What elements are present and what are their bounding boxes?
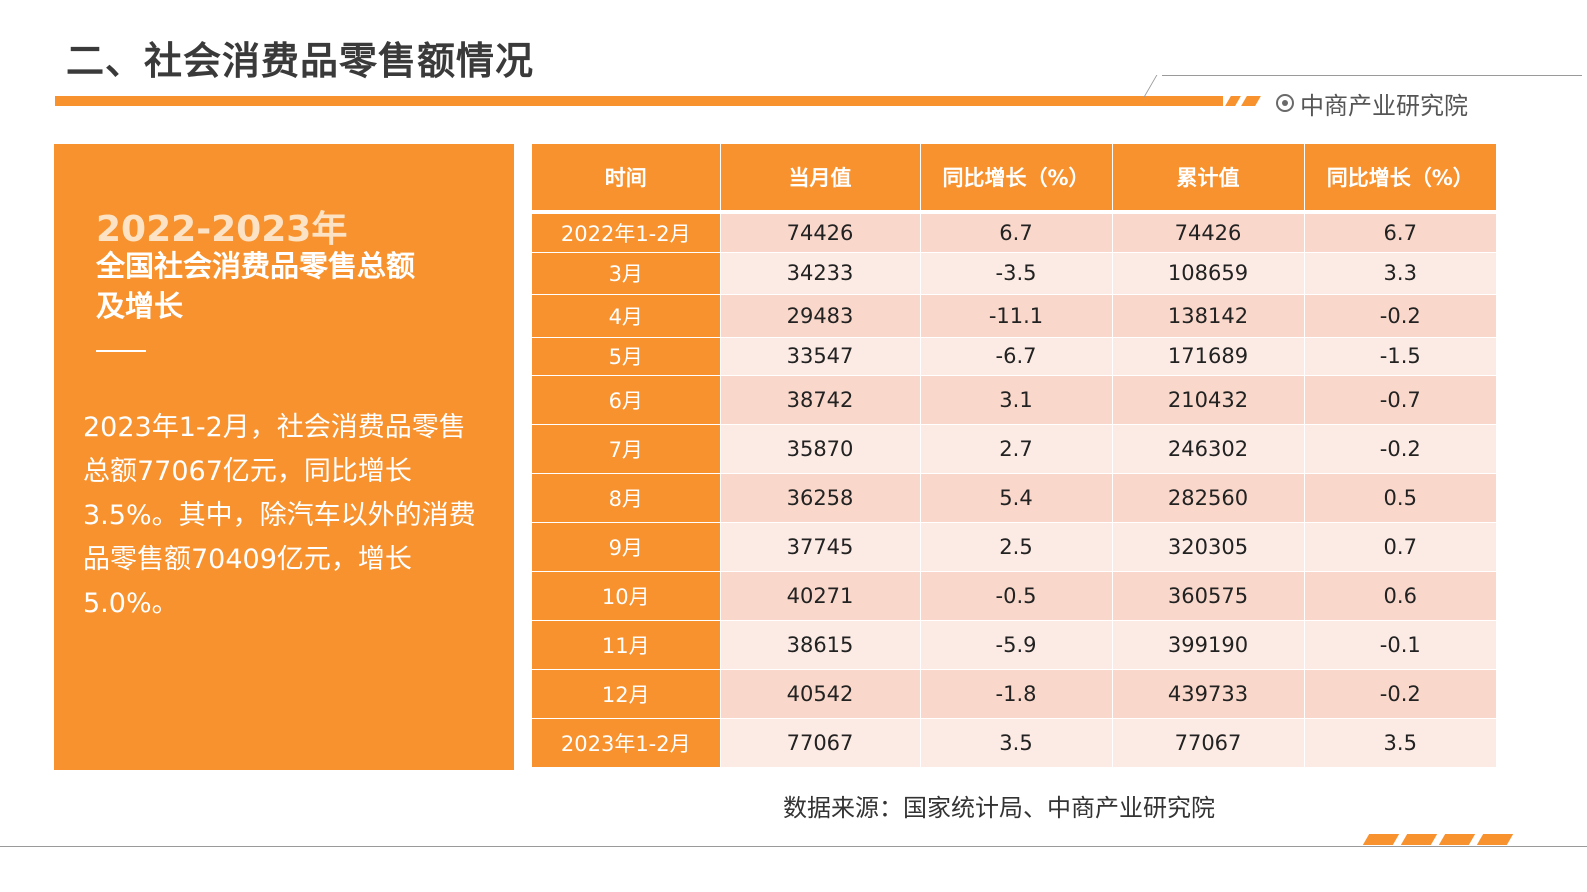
summary-panel: 2022-2023年 全国社会消费品零售总额及增长 2023年1-2月，社会消费…	[54, 144, 514, 770]
cumulative-growth-cell: 0.6	[1304, 571, 1496, 621]
panel-subtitle: 全国社会消费品零售总额及增长	[96, 249, 416, 323]
cumulative-growth-cell: -0.7	[1304, 375, 1496, 425]
cumulative-value-cell: 74426	[1112, 212, 1305, 253]
panel-divider	[96, 350, 146, 352]
time-cell: 2023年1-2月	[532, 718, 721, 768]
cumulative-value-cell: 138142	[1112, 294, 1305, 338]
cumulative-growth-cell: 0.7	[1304, 522, 1496, 572]
title-bar-stripe	[1241, 96, 1261, 106]
panel-year: 2022-2023年	[96, 209, 348, 250]
time-cell: 12月	[532, 669, 721, 719]
col-header-cumulative-value: 累计值	[1112, 144, 1305, 214]
table-row: 6月 38742 3.1 210432 -0.7	[532, 375, 1496, 425]
monthly-value-cell: 36258	[720, 473, 921, 523]
data-source: 数据来源：国家统计局、中商产业研究院	[783, 794, 1215, 822]
cumulative-value-cell: 171689	[1112, 337, 1305, 376]
cumulative-value-cell: 77067	[1112, 718, 1305, 768]
monthly-growth-cell: 3.5	[920, 718, 1113, 768]
table-row: 9月 37745 2.5 320305 0.7	[532, 522, 1496, 572]
time-cell: 4月	[532, 294, 721, 338]
monthly-growth-cell: 2.5	[920, 522, 1113, 572]
header-divider-slant	[1143, 75, 1158, 97]
cumulative-growth-cell: -0.1	[1304, 620, 1496, 670]
monthly-value-cell: 77067	[720, 718, 921, 768]
cumulative-value-cell: 399190	[1112, 620, 1305, 670]
col-header-monthly-growth: 同比增长（%）	[920, 144, 1113, 214]
time-cell: 3月	[532, 252, 721, 295]
col-header-cumulative-growth: 同比增长（%）	[1304, 144, 1496, 214]
cumulative-value-cell: 320305	[1112, 522, 1305, 572]
title-underline-bar	[55, 96, 1223, 106]
time-cell: 8月	[532, 473, 721, 523]
monthly-growth-cell: -6.7	[920, 337, 1113, 376]
table-row: 4月 29483 -11.1 138142 -0.2	[532, 294, 1496, 338]
panel-body-text: 2023年1-2月，社会消费品零售总额77067亿元，同比增长3.5%。其中，除…	[83, 412, 476, 619]
table-row: 11月 38615 -5.9 399190 -0.1	[532, 620, 1496, 670]
time-cell: 9月	[532, 522, 721, 572]
cumulative-growth-cell: -0.2	[1304, 424, 1496, 474]
time-cell: 5月	[532, 337, 721, 376]
retail-sales-table: 时间 当月值 同比增长（%） 累计值 同比增长（%） 2022年1-2月 7442…	[532, 144, 1496, 768]
footer-stripe	[1362, 834, 1400, 845]
cumulative-growth-cell: 0.5	[1304, 473, 1496, 523]
table-row: 3月 34233 -3.5 108659 3.3	[532, 252, 1496, 295]
monthly-value-cell: 37745	[720, 522, 921, 572]
monthly-growth-cell: -1.8	[920, 669, 1113, 719]
time-cell: 2022年1-2月	[532, 212, 721, 253]
cumulative-value-cell: 210432	[1112, 375, 1305, 425]
monthly-value-cell: 38742	[720, 375, 921, 425]
footer-stripe	[1400, 834, 1438, 845]
col-header-monthly-value: 当月值	[720, 144, 921, 214]
monthly-growth-cell: 2.7	[920, 424, 1113, 474]
table-row: 5月 33547 -6.7 171689 -1.5	[532, 337, 1496, 376]
monthly-growth-cell: -11.1	[920, 294, 1113, 338]
table-header-row: 时间 当月值 同比增长（%） 累计值 同比增长（%）	[532, 144, 1496, 214]
time-cell: 7月	[532, 424, 721, 474]
monthly-growth-cell: 3.1	[920, 375, 1113, 425]
cumulative-growth-cell: -0.2	[1304, 294, 1496, 338]
monthly-value-cell: 38615	[720, 620, 921, 670]
table-row: 10月 40271 -0.5 360575 0.6	[532, 571, 1496, 621]
table-row: 2023年1-2月 77067 3.5 77067 3.5	[532, 718, 1496, 768]
footer-stripe	[1476, 834, 1514, 845]
time-cell: 6月	[532, 375, 721, 425]
monthly-growth-cell: 6.7	[920, 212, 1113, 253]
monthly-growth-cell: 5.4	[920, 473, 1113, 523]
time-cell: 11月	[532, 620, 721, 670]
title-bar-stripe	[1225, 96, 1241, 106]
cumulative-growth-cell: -0.2	[1304, 669, 1496, 719]
cumulative-value-cell: 439733	[1112, 669, 1305, 719]
cumulative-value-cell: 246302	[1112, 424, 1305, 474]
brand-name: 中商产业研究院	[1300, 91, 1468, 120]
cumulative-value-cell: 108659	[1112, 252, 1305, 295]
footer-stripe	[1438, 834, 1476, 845]
monthly-growth-cell: -5.9	[920, 620, 1113, 670]
monthly-value-cell: 40271	[720, 571, 921, 621]
col-header-time: 时间	[532, 144, 721, 214]
monthly-value-cell: 74426	[720, 212, 921, 253]
cumulative-value-cell: 282560	[1112, 473, 1305, 523]
monthly-value-cell: 35870	[720, 424, 921, 474]
table-row: 2022年1-2月 74426 6.7 74426 6.7	[532, 212, 1496, 253]
target-icon	[1276, 94, 1294, 112]
monthly-growth-cell: -3.5	[920, 252, 1113, 295]
cumulative-growth-cell: 3.3	[1304, 252, 1496, 295]
monthly-value-cell: 29483	[720, 294, 921, 338]
page-title: 二、社会消费品零售额情况	[66, 39, 535, 83]
table-row: 7月 35870 2.7 246302 -0.2	[532, 424, 1496, 474]
header-divider-line	[1162, 75, 1582, 76]
monthly-growth-cell: -0.5	[920, 571, 1113, 621]
brand-logo: 中商产业研究院	[1276, 88, 1468, 120]
cumulative-value-cell: 360575	[1112, 571, 1305, 621]
monthly-value-cell: 33547	[720, 337, 921, 376]
cumulative-growth-cell: 6.7	[1304, 212, 1496, 253]
time-cell: 10月	[532, 571, 721, 621]
table-row: 8月 36258 5.4 282560 0.5	[532, 473, 1496, 523]
table-row: 12月 40542 -1.8 439733 -0.2	[532, 669, 1496, 719]
monthly-value-cell: 34233	[720, 252, 921, 295]
cumulative-growth-cell: 3.5	[1304, 718, 1496, 768]
monthly-value-cell: 40542	[720, 669, 921, 719]
cumulative-growth-cell: -1.5	[1304, 337, 1496, 376]
footer-line	[0, 846, 1587, 847]
